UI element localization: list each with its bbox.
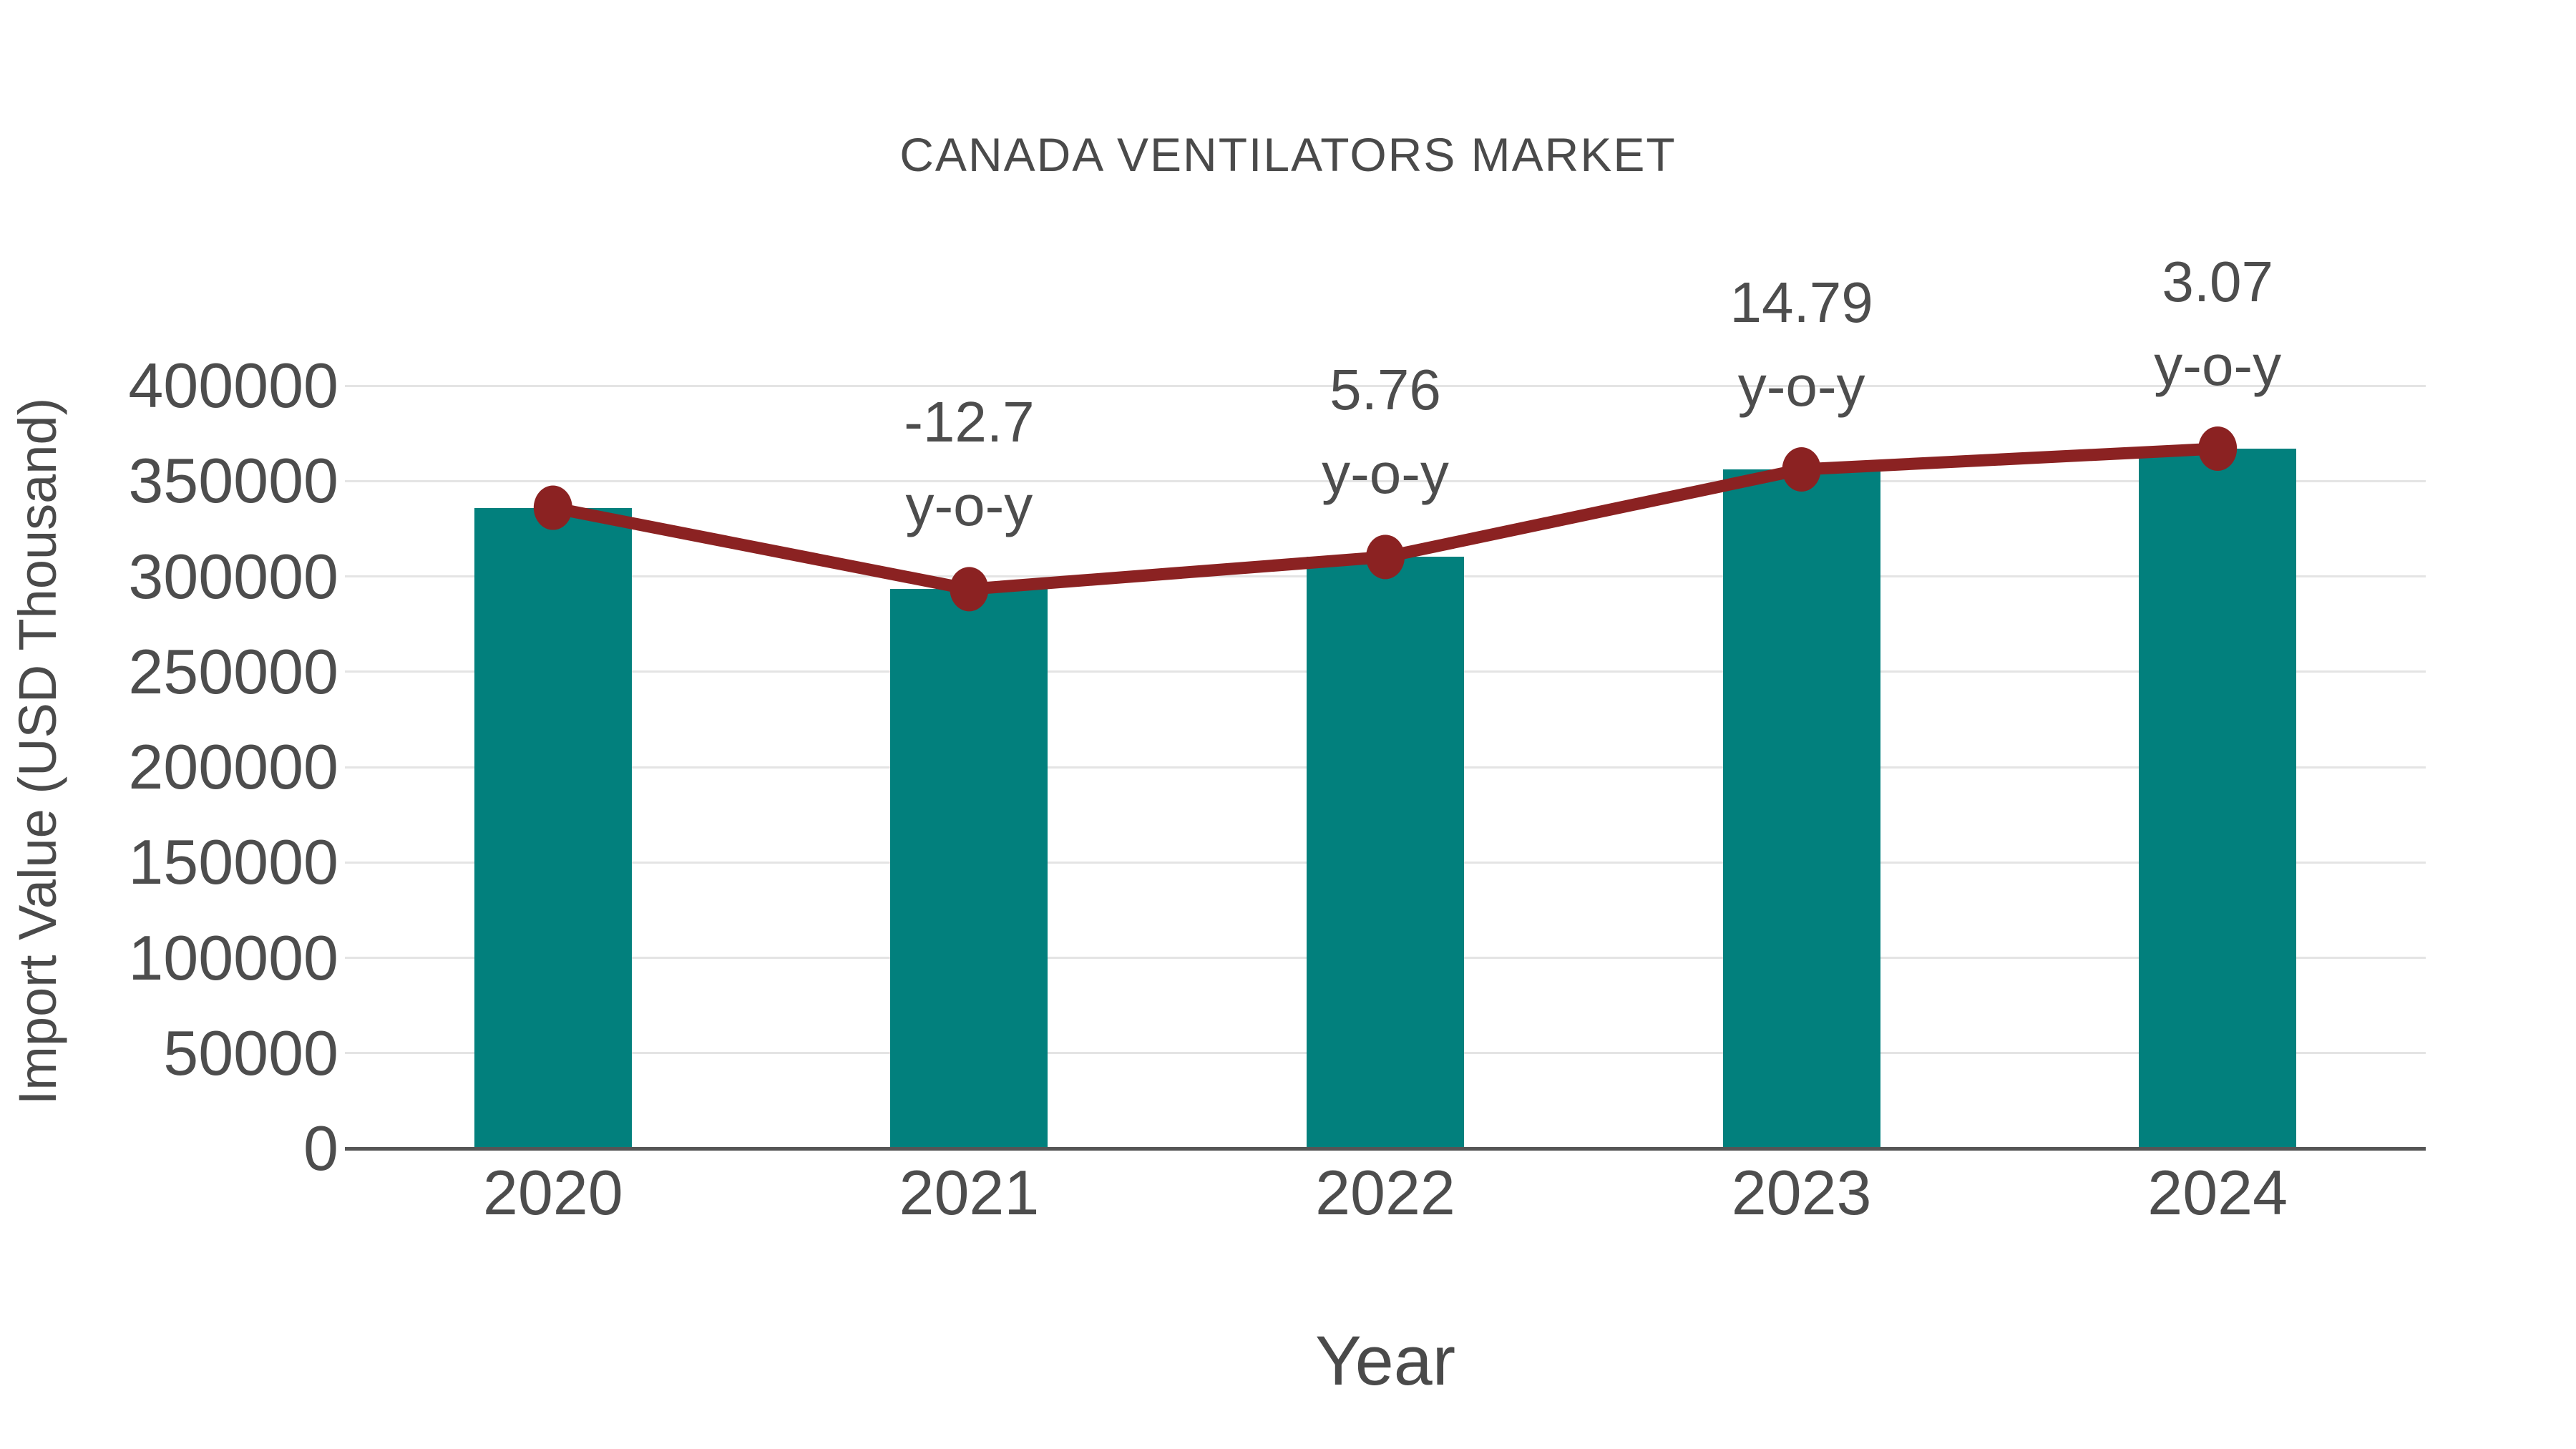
chart-title: CANADA VENTILATORS MARKET bbox=[899, 128, 1677, 181]
x-tick-label-2023: 2023 bbox=[1731, 1157, 1872, 1228]
yoy-value-label-2024: 3.07 bbox=[2162, 249, 2274, 313]
bar-2024 bbox=[2139, 448, 2297, 1148]
bar-2021 bbox=[890, 589, 1048, 1148]
yoy-value-label-2022: 5.76 bbox=[1330, 358, 1441, 422]
x-tick-label-2022: 2022 bbox=[1315, 1157, 1455, 1228]
y-tick-label: 100000 bbox=[128, 922, 338, 993]
data-point-marker-2024 bbox=[2198, 426, 2238, 471]
gridline-400000 bbox=[345, 384, 2426, 387]
x-tick-label-2024: 2024 bbox=[2147, 1157, 2288, 1228]
gridline-350000 bbox=[345, 479, 2426, 482]
yoy-suffix-label-2024: y-o-y bbox=[2154, 333, 2282, 397]
bar-2022 bbox=[1307, 557, 1464, 1148]
y-tick-label: 250000 bbox=[128, 635, 338, 707]
y-tick-label: 400000 bbox=[128, 350, 338, 421]
y-tick-label: 50000 bbox=[163, 1017, 338, 1088]
y-tick-label: 200000 bbox=[128, 731, 338, 802]
yoy-value-label-2023: 14.79 bbox=[1729, 270, 1873, 334]
x-tick-label-2020: 2020 bbox=[482, 1157, 623, 1228]
x-axis-title: Year bbox=[1315, 1322, 1455, 1400]
x-tick-label-2021: 2021 bbox=[899, 1157, 1040, 1228]
y-tick-label: 350000 bbox=[128, 445, 338, 517]
data-point-marker-2020 bbox=[533, 485, 572, 530]
y-tick-label: 300000 bbox=[128, 540, 338, 612]
bar-2023 bbox=[1722, 469, 1880, 1148]
yoy-suffix-label-2022: y-o-y bbox=[1322, 441, 1449, 506]
yoy-value-label-2021: -12.7 bbox=[904, 390, 1035, 454]
x-axis-line bbox=[345, 1146, 2426, 1151]
data-point-marker-2021 bbox=[950, 567, 989, 612]
y-tick-label: 0 bbox=[303, 1113, 338, 1184]
bar-2020 bbox=[474, 507, 632, 1148]
data-point-marker-2023 bbox=[1782, 447, 1821, 492]
data-point-marker-2022 bbox=[1366, 535, 1405, 580]
y-tick-label: 150000 bbox=[128, 826, 338, 898]
yoy-suffix-label-2023: y-o-y bbox=[1737, 353, 1865, 418]
yoy-suffix-label-2021: y-o-y bbox=[905, 474, 1033, 538]
